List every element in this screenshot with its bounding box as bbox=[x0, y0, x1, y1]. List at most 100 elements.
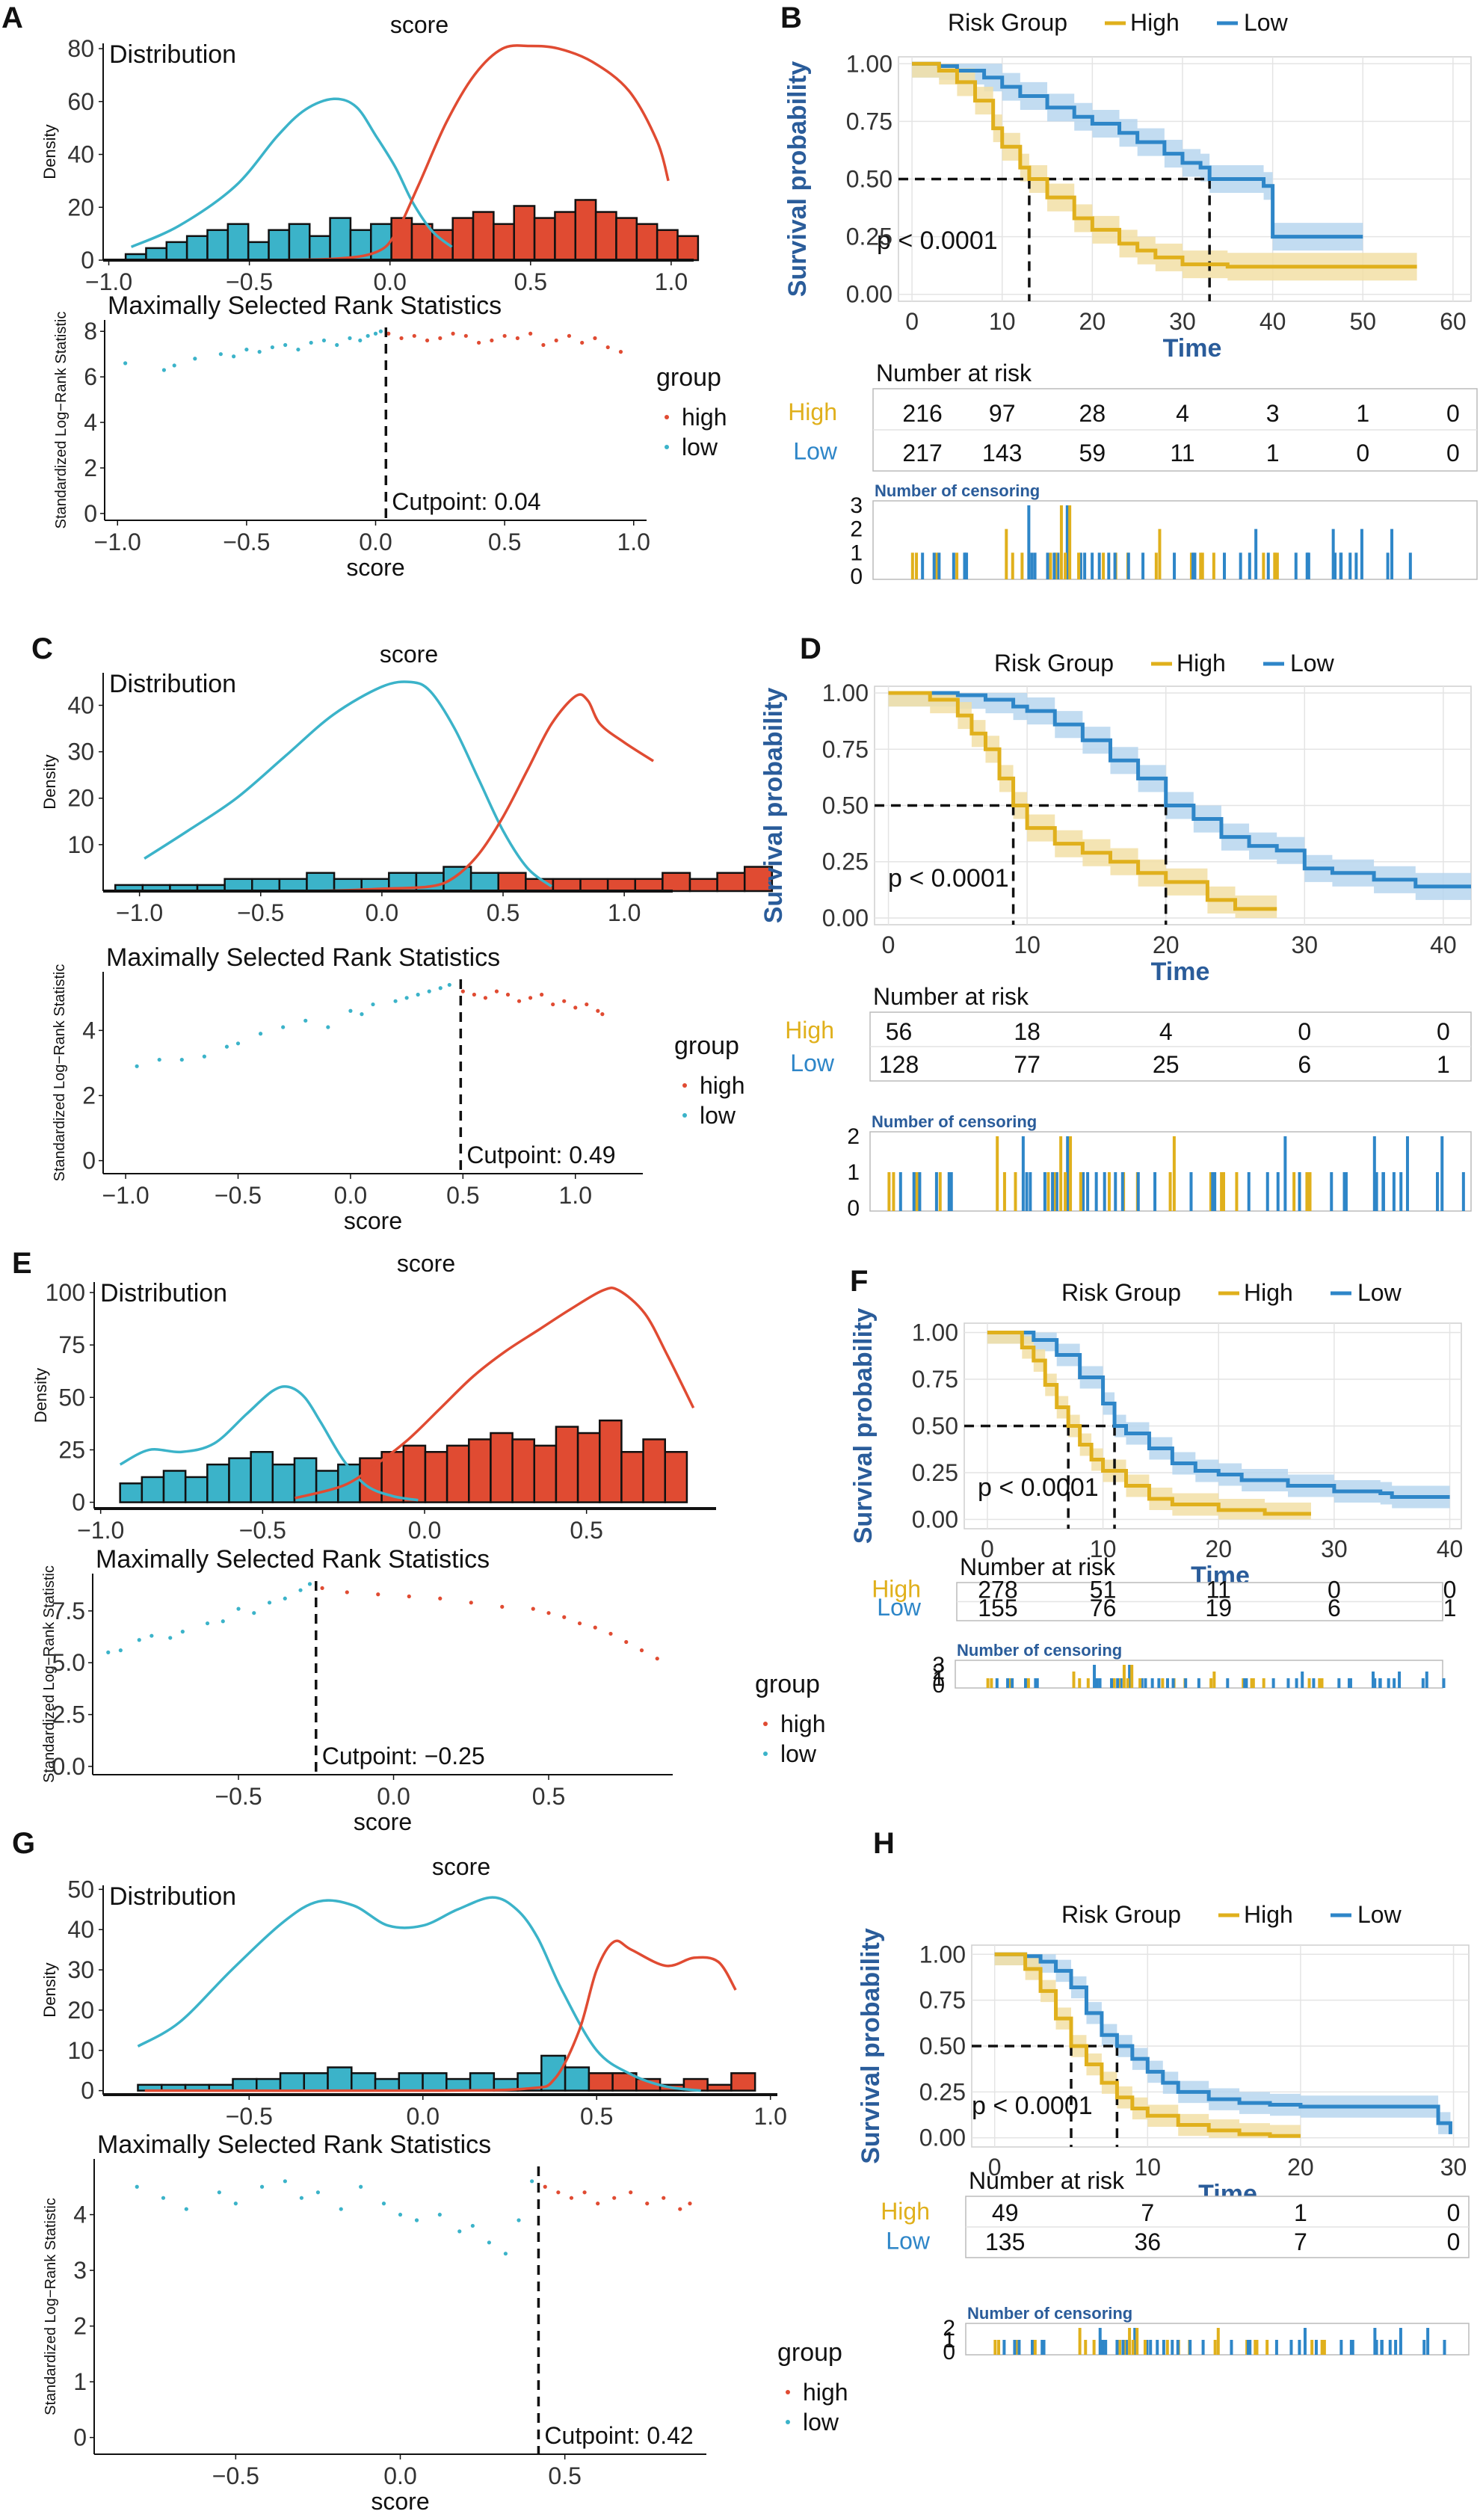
panel-e-dist-hist-bar bbox=[206, 1463, 230, 1503]
panel-e-dist-hist-bar bbox=[620, 1451, 644, 1503]
panel-c-msrs-high-point bbox=[460, 989, 465, 993]
panel-g-msrs-ytick-label: 3 bbox=[73, 2257, 87, 2284]
panel-d-km-xlabel: Time bbox=[1151, 958, 1210, 986]
panel-f-km-legend-title: Risk Group bbox=[1061, 1279, 1181, 1306]
panel-a-dist-ytick-label: 60 bbox=[67, 88, 94, 115]
panel-d-km-censor-title: Number of censoring bbox=[872, 1112, 1037, 1131]
panel-a-msrs-low-point bbox=[123, 361, 128, 366]
panel-e-msrs-ytick-label: 2.5 bbox=[52, 1701, 85, 1728]
panel-g-msrs-low-point bbox=[487, 2240, 491, 2245]
panel-g-msrs-low-point bbox=[398, 2212, 403, 2217]
panel-h-km-legend-high: High bbox=[1244, 1901, 1293, 1928]
panel-a-dist-xtick-label: 0.0 bbox=[373, 268, 406, 295]
panel-g-dist-high-density-line bbox=[144, 1939, 737, 2092]
panel-e-dist-hist-bar bbox=[642, 1438, 667, 1503]
panel-e-msrs-low-point bbox=[137, 1638, 141, 1642]
panel-g-msrs-low-point bbox=[283, 2179, 287, 2184]
panel-a-dist-hist-bar bbox=[206, 229, 229, 262]
panel-e-dist-xtick-label: 0.0 bbox=[408, 1517, 441, 1544]
panel-g-dist-hist-bar bbox=[351, 2072, 377, 2092]
panel-g-dist-hist-bar bbox=[706, 2083, 733, 2092]
panel-e-dist-hist-bar bbox=[141, 1476, 165, 1503]
panel-b-km-censor-ytick: 0 bbox=[850, 564, 863, 589]
panel-a-msrs-high-point bbox=[490, 338, 494, 343]
panel-c-msrs-high-point bbox=[540, 992, 544, 997]
panel-b-km-risk-low-cell: 143 bbox=[982, 440, 1022, 466]
panel-e-msrs-high-point bbox=[320, 1586, 324, 1591]
panel-f-km-ytick-label: 0.00 bbox=[912, 1506, 958, 1533]
panel-c-dist-low-density-line bbox=[144, 680, 552, 888]
panel-h-km-censor-ytick: 2 bbox=[943, 2316, 955, 2341]
panel-h-km-risk-low-cell: 0 bbox=[1447, 2228, 1461, 2255]
panel-e-dist-hist-bar bbox=[468, 1438, 492, 1503]
panel-g-msrs-high-point bbox=[569, 2196, 574, 2200]
panel-f-km-xtick-label: 40 bbox=[1437, 1535, 1464, 1562]
panel-d-km-low-survival-line bbox=[888, 691, 1471, 889]
panel-a-msrs-high-point bbox=[580, 340, 585, 345]
panel-e-dist-xtick-label: 0.5 bbox=[570, 1517, 602, 1544]
panel-b-km-ytick-label: 0.00 bbox=[846, 281, 892, 308]
panel-a-msrs-high-point bbox=[412, 333, 416, 338]
panel-e-msrs-legend-high: high bbox=[780, 1710, 826, 1737]
panel-a-msrs-xtick-label: −1.0 bbox=[94, 529, 141, 555]
panel-d-km-legend-high: High bbox=[1177, 650, 1226, 677]
panel-g-dist-ylabel: Density bbox=[40, 1962, 59, 2017]
panel-g-msrs-high-point bbox=[556, 2190, 561, 2195]
panel-f-km-ytick-label: 0.50 bbox=[912, 1413, 958, 1440]
panel-g-dist-ytick-label: 10 bbox=[67, 2037, 94, 2064]
panel-g-dist-hist-bar bbox=[730, 2072, 756, 2092]
panel-a-msrs-ytick-label: 4 bbox=[84, 409, 97, 436]
panel-c-msrs-high-point bbox=[505, 992, 511, 997]
panel-b-km-xtick-label: 40 bbox=[1260, 308, 1286, 335]
panel-c-dist-hist-bar bbox=[579, 878, 609, 893]
panel-e-dist-hist-bar bbox=[555, 1426, 579, 1503]
panel-e-msrs-low-point bbox=[168, 1636, 173, 1640]
panel-b-km-risk-high-label: High bbox=[788, 398, 837, 425]
panel-letter-g: G bbox=[12, 1827, 35, 1860]
panel-b-km-risk-high-cell: 0 bbox=[1446, 400, 1460, 427]
panel-b-km-ytick-label: 0.25 bbox=[846, 224, 892, 250]
panel-a-msrs-low-point bbox=[232, 354, 236, 359]
panel-e-msrs-ylabel: Standardized Log−Rank Statistic bbox=[41, 1565, 58, 1783]
panel-h-km-censor-ytick: 0 bbox=[943, 2340, 955, 2365]
panel-a-msrs-low-point bbox=[172, 363, 176, 368]
panel-a-msrs-high-point bbox=[451, 331, 455, 336]
panel-f-km-high-survival-line bbox=[987, 1331, 1311, 1516]
panel-c-dist-ytick-label: 30 bbox=[67, 739, 94, 765]
panel-c-msrs-high-point bbox=[573, 1005, 578, 1010]
panel-e-msrs-high-point bbox=[639, 1648, 644, 1653]
panel-a-msrs-high-point bbox=[399, 336, 404, 340]
panel-b-km-low-survival-line bbox=[912, 61, 1363, 239]
panel-e-msrs-legend-high-dot bbox=[763, 1722, 768, 1726]
panel-e-msrs-high-point bbox=[376, 1592, 380, 1597]
panel-a-msrs-ytick-label: 2 bbox=[84, 455, 97, 481]
panel-a-msrs-high-point bbox=[567, 333, 572, 338]
panel-h-km-pvalue: p < 0.0001 bbox=[972, 2092, 1093, 2120]
panel-g-msrs-low-point bbox=[414, 2218, 419, 2222]
panel-f-km-high-ci-band bbox=[987, 1332, 1311, 1520]
panel-g-dist-low-density-line bbox=[137, 1896, 701, 2092]
panel-h-km-xtick-label: 20 bbox=[1287, 2154, 1314, 2181]
panel-c-dist-ylabel: Density bbox=[40, 754, 59, 809]
panel-c-msrs-xtick-label: 0.0 bbox=[334, 1182, 367, 1209]
panel-d-km-risk-high-label: High bbox=[785, 1017, 834, 1044]
panel-b-km-risk-high-cell: 28 bbox=[1079, 400, 1106, 427]
panel-b-km-risk-high-cell: 3 bbox=[1266, 400, 1280, 427]
panel-c-dist-xtick-label: 1.0 bbox=[608, 899, 641, 926]
panel-a-dist-hist-bar bbox=[594, 211, 617, 262]
panel-h-km-ytick-label: 0.25 bbox=[919, 2078, 966, 2105]
panel-b-km-legend-high: High bbox=[1130, 9, 1180, 36]
panel-d-km-risk-low-label: Low bbox=[790, 1050, 835, 1076]
panel-c-dist-hist-bar bbox=[688, 878, 718, 893]
panel-c-dist-ytick-label: 20 bbox=[67, 785, 94, 812]
panel-g-dist-hist-bar bbox=[232, 2077, 258, 2092]
panel-c-dist-ytick-label: 40 bbox=[67, 691, 94, 718]
panel-g-dist-hist-bar bbox=[303, 2072, 329, 2092]
panel-h-km-risk-low-cell: 36 bbox=[1135, 2228, 1162, 2255]
panel-g-dist-hist-bar bbox=[398, 2072, 424, 2092]
panel-g-dist-hist-bar bbox=[327, 2066, 353, 2092]
panel-c-dist-hist-bar bbox=[306, 872, 336, 893]
panel-g-msrs-high-point bbox=[629, 2190, 633, 2195]
panel-letter-b: B bbox=[780, 1, 802, 34]
panel-c-dist-hist-bar bbox=[662, 872, 691, 893]
